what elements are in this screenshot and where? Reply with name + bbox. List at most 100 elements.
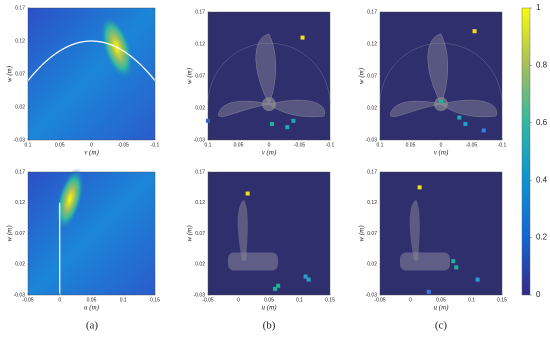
point	[245, 191, 250, 196]
point	[300, 35, 305, 40]
x-tick-label: -0.1	[151, 142, 160, 148]
x-tick-label: 0.1	[468, 297, 475, 303]
point	[454, 265, 459, 270]
point	[417, 185, 422, 190]
x-tick-label: 0.05	[264, 297, 274, 303]
y-tick-label: 0.6	[536, 118, 548, 127]
plot: 0.1 0.05 0 -0.05 -0.1 -0.03 0.02 0.07 0.12 0.17 v …	[6, 5, 160, 156]
x-tick-label: 0.1	[205, 142, 212, 148]
y-tick-label: 0.12	[195, 41, 205, 47]
x-axis-label: u (m)	[434, 304, 450, 312]
x-tick-label: 0	[440, 142, 443, 148]
x-tick-label: -0.1	[498, 142, 507, 148]
point	[481, 128, 486, 133]
y-tick-label: 0.02	[15, 104, 25, 110]
x-tick-label: 0.1	[377, 142, 384, 148]
y-tick-label: 0.12	[15, 200, 25, 206]
y-tick-label: 0.17	[15, 5, 25, 11]
panel-label: (b)	[263, 320, 276, 332]
y-tick-label: 0.8	[536, 61, 548, 70]
x-axis-label: v (m)	[262, 149, 277, 157]
reference-arc	[27, 40, 156, 81]
y-tick-label: 0.2	[536, 233, 548, 242]
plot-background	[380, 172, 502, 295]
x-axis-label: v (m)	[434, 149, 449, 157]
y-tick-label: 0.12	[15, 38, 25, 44]
y-tick-label: 0.02	[195, 105, 205, 111]
x-tick-label: 0	[268, 142, 271, 148]
x-tick-label: -0.05	[466, 142, 478, 148]
y-axis-label: w (m)	[6, 225, 14, 242]
heatmap-background	[28, 8, 155, 140]
x-tick-label: -0.05	[294, 142, 306, 148]
x-axis-label: u (m)	[262, 304, 278, 312]
propeller-hub	[228, 252, 278, 271]
x-axis-label: v (m)	[84, 149, 99, 157]
point	[451, 259, 456, 264]
point	[439, 99, 443, 104]
y-tick-label: 0.17	[195, 9, 205, 15]
y-tick-label: 0.07	[367, 231, 377, 237]
y-tick-label: -0.03	[194, 137, 206, 143]
y-tick-label: 1	[536, 3, 541, 12]
y-tick-label: -0.03	[14, 292, 26, 298]
plot: -0.05 0 0.05 0.1 0.15 -0.03 0.02 0.07 0.12 0.17 u …	[358, 169, 507, 311]
y-tick-label: -0.03	[366, 292, 378, 298]
x-tick-label: 0.1	[296, 297, 303, 303]
y-tick-label: 0.07	[15, 231, 25, 237]
panel-label: (c)	[435, 320, 448, 332]
y-tick-label: 0.02	[15, 262, 25, 268]
plot-background	[208, 12, 330, 140]
propeller-hub	[400, 252, 450, 271]
y-tick-label: 0.17	[367, 169, 377, 175]
y-tick-label: -0.03	[14, 137, 26, 143]
point	[306, 277, 311, 282]
propeller-hub	[434, 97, 448, 112]
panel-label: (a)	[86, 320, 99, 332]
point	[303, 274, 308, 279]
propeller-hub	[262, 97, 276, 112]
y-axis-label: w (m)	[358, 225, 366, 242]
point	[475, 277, 480, 282]
y-tick-label: 0.07	[367, 73, 377, 79]
propeller-blade	[409, 200, 420, 261]
y-tick-label: -0.03	[194, 292, 206, 298]
point	[285, 125, 290, 130]
y-tick-label: 0.07	[195, 231, 205, 237]
y-tick-label: 0.17	[15, 169, 25, 175]
point	[276, 283, 281, 288]
y-tick-label: 0.02	[367, 105, 377, 111]
x-tick-label: -0.05	[22, 297, 34, 303]
y-tick-label: 0.4	[536, 175, 548, 184]
x-tick-label: 0.05	[87, 297, 97, 303]
y-tick-label: 0.12	[195, 200, 205, 206]
y-axis-label: w (m)	[358, 67, 366, 84]
x-tick-label: 0	[58, 297, 61, 303]
point	[291, 118, 296, 123]
x-axis-label: u (m)	[84, 304, 100, 312]
plot: 0.1 0.05 0 -0.05 -0.1 -0.03 0.02 0.07 0.12 0.17 v …	[186, 9, 335, 156]
x-tick-label: 0	[90, 142, 93, 148]
y-tick-label: 0.07	[195, 73, 205, 79]
y-tick-label: 0.12	[367, 41, 377, 47]
colorbar	[521, 7, 531, 296]
y-tick-label: 0.02	[195, 262, 205, 268]
heatmap-hotspot	[55, 167, 85, 231]
y-axis-label: w (m)	[6, 65, 14, 82]
x-tick-label: 0.1	[25, 142, 32, 148]
heatmap-background	[28, 172, 155, 295]
propeller-blade	[237, 200, 248, 261]
x-tick-label: 0.05	[55, 142, 65, 148]
x-tick-label: 0.1	[120, 297, 127, 303]
plot: -0.05 0 0.05 0.1 0.15 -0.03 0.02 0.07 0.12 0.17 u …	[186, 169, 335, 311]
x-tick-label: 0.15	[497, 297, 507, 303]
y-tick-label: 0.02	[367, 262, 377, 268]
point	[426, 289, 431, 294]
point	[270, 122, 275, 126]
point	[457, 115, 462, 120]
x-tick-label: -0.05	[202, 297, 214, 303]
x-tick-label: -0.05	[374, 297, 386, 303]
x-tick-label: 0.15	[325, 297, 335, 303]
